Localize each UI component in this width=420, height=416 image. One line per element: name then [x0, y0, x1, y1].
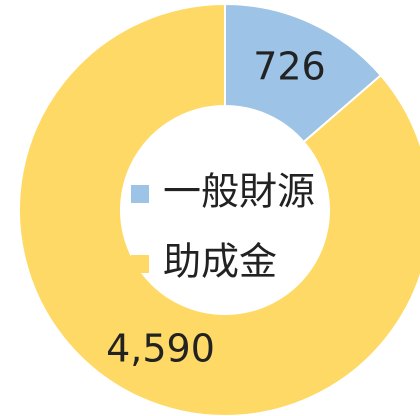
legend-swatch: [131, 185, 149, 203]
data-label: 4,590: [106, 326, 215, 370]
data-label: 726: [253, 45, 326, 89]
legend-swatch: [131, 255, 149, 273]
legend-label: 一般財源: [163, 170, 315, 214]
legend-label: 助成金: [163, 240, 277, 284]
donut-segment: [18, 2, 420, 416]
